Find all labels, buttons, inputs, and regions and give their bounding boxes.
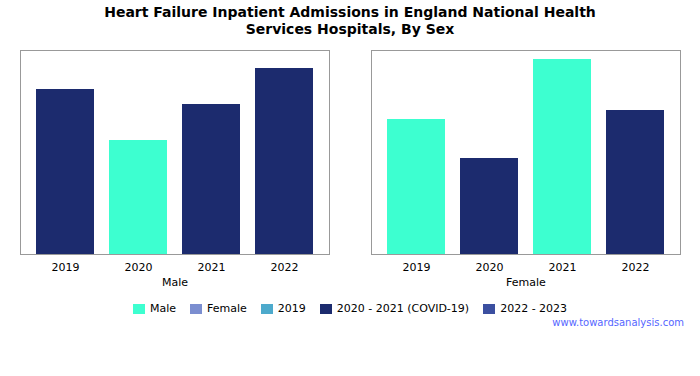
svg-text:2020: 2020 xyxy=(476,261,504,274)
svg-text:2022: 2022 xyxy=(622,261,650,274)
svg-text:2022: 2022 xyxy=(271,261,299,274)
svg-text:2021: 2021 xyxy=(549,261,577,274)
html-text:Male: Male xyxy=(149,302,176,315)
html-text:2019: 2019 xyxy=(277,302,306,315)
svg-text:Male: Male xyxy=(162,276,188,289)
svg-text:2020: 2020 xyxy=(125,261,153,274)
svg-text:2021: 2021 xyxy=(198,261,226,274)
html-text:Heart Failure Inpatient Admiss: Heart Failure Inpatient Admissions in En… xyxy=(104,4,596,37)
html-text:2022 - 2023: 2022 - 2023 xyxy=(500,302,568,315)
svg-text:2019: 2019 xyxy=(52,261,80,274)
html-text:2020 - 2021 (COVID-19): 2020 - 2021 (COVID-19) xyxy=(336,302,470,315)
html-text:Female: Female xyxy=(207,302,247,315)
html-text:www.towardsanalysis.com: www.towardsanalysis.com xyxy=(552,317,684,328)
svg-text:Female: Female xyxy=(506,276,546,289)
svg-text:2019: 2019 xyxy=(403,261,431,274)
